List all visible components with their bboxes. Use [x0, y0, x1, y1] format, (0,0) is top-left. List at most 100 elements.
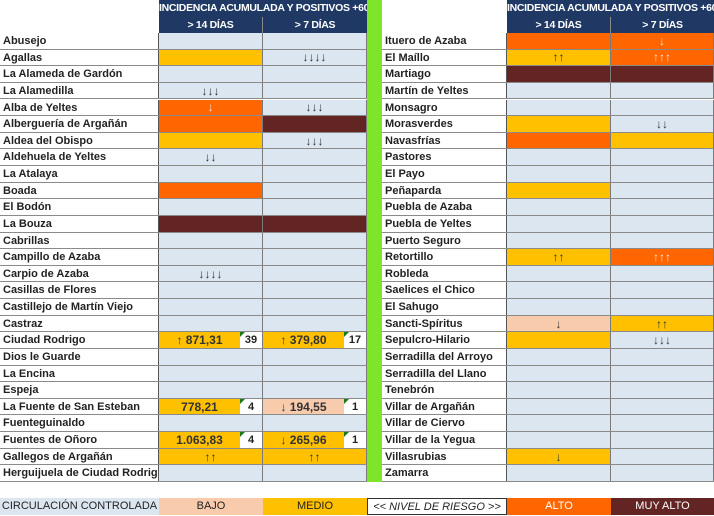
cell-14-days: [507, 82, 611, 99]
table-row: Monsagro: [382, 99, 714, 117]
legend-low: BAJO: [159, 498, 263, 515]
cell-14-days: [507, 265, 611, 282]
municipality-name: Villar de la Yegua: [382, 432, 507, 448]
table-row: El Maíllo ↑↑ ↑↑↑: [382, 49, 714, 67]
cell-value: ↓ 265,96: [280, 432, 327, 447]
municipality-name: Alberguería de Argañán: [0, 116, 159, 132]
cell-7-days: [263, 149, 367, 165]
cell-7-days: [611, 182, 714, 199]
table-row: Puerto Seguro: [382, 232, 714, 250]
cell-7-days: [263, 199, 367, 215]
cell-7-days: [263, 282, 367, 299]
cell-value: ↓: [207, 100, 214, 115]
cell-14-days: [507, 116, 611, 132]
table-row: Casillas de Flores: [0, 282, 367, 300]
cell-14-days: ↑↑: [159, 448, 263, 465]
cell-7-days: [263, 348, 367, 365]
cell-7-days: [263, 249, 367, 265]
municipality-name: Zamarra: [382, 465, 507, 481]
table-row: Aldea del Obispo ↓↓↓: [0, 132, 367, 150]
cell-7-days: [263, 299, 367, 315]
municipality-name: Boada: [0, 182, 159, 199]
municipality-name: El Payo: [382, 166, 507, 182]
municipality-name: El Sahugo: [382, 299, 507, 315]
municipality-name: La Bouza: [0, 215, 159, 232]
positive-count: 17: [344, 332, 366, 348]
cell-7-days: ↓ 194,55 1: [263, 398, 367, 415]
municipality-name: Dios le Guarde: [0, 348, 159, 365]
municipality-name: Agallas: [0, 49, 159, 66]
municipality-name: Puebla de Azaba: [382, 199, 507, 215]
cell-14-days: [507, 215, 611, 232]
municipality-name: La Fuente de San Esteban: [0, 398, 159, 415]
cell-value: ↓↓↓: [305, 100, 324, 115]
header-col2-left: > 7 DÍAS: [263, 17, 367, 33]
table-row: La Fuente de San Esteban 778,21 4 ↓ 194,55 1: [0, 398, 367, 416]
municipality-name: Tenebrón: [382, 382, 507, 398]
municipality-name: Peñaparda: [382, 182, 507, 199]
cell-14-days: [159, 232, 263, 249]
table-row: La Bouza: [0, 215, 367, 233]
positive-count: 39: [240, 332, 262, 348]
municipality-name: Ituero de Azaba: [382, 33, 507, 49]
table-row: El Sahugo: [382, 299, 714, 316]
table-row: La Encina: [0, 365, 367, 383]
table-row: Castillejo de Martín Viejo: [0, 299, 367, 316]
table-row: Villar de Argañán: [382, 398, 714, 416]
cell-14-days: ↑↑: [507, 249, 611, 265]
cell-14-days: [507, 382, 611, 398]
table-row: Puebla de Yeltes: [382, 215, 714, 233]
cell-14-days: [507, 232, 611, 249]
cell-14-days: [159, 465, 263, 481]
municipality-name: Castillejo de Martín Viejo: [0, 299, 159, 315]
table-row: Serradilla del Llano: [382, 365, 714, 383]
cell-7-days: ↓↓↓: [263, 132, 367, 149]
cell-7-days: [611, 432, 714, 448]
table-row: La Alamedilla ↓↓↓: [0, 82, 367, 100]
municipality-name: Navasfrías: [382, 132, 507, 149]
cell-7-days: [263, 182, 367, 199]
table-row: Peñaparda: [382, 182, 714, 200]
cell-value: ↓ 194,55: [280, 399, 327, 414]
cell-7-days: [611, 166, 714, 182]
table-row: Sancti-Spíritus ↓ ↑↑: [382, 315, 714, 333]
cell-value: ↓↓↓: [201, 83, 220, 98]
cell-14-days: [507, 33, 611, 49]
table-row: Villar de Ciervo: [382, 415, 714, 433]
cell-14-days: [159, 282, 263, 299]
table-row: Robleda: [382, 265, 714, 283]
cell-value: ↓: [555, 449, 562, 464]
municipality-name: Abusejo: [0, 33, 159, 49]
cell-value: ↑↑: [656, 316, 668, 331]
municipality-name: Puebla de Yeltes: [382, 215, 507, 232]
cell-value: ↑↑↑: [653, 249, 671, 264]
table-row: Campillo de Azaba: [0, 249, 367, 266]
municipality-name: Fuentes de Oñoro: [0, 432, 159, 448]
cell-7-days: [263, 382, 367, 398]
municipality-name: Saelices el Chico: [382, 282, 507, 299]
table-row: Aldehuela de Yeltes ↓↓: [0, 149, 367, 166]
cell-value: 1.063,83: [176, 432, 223, 447]
cell-7-days: ↑↑: [263, 448, 367, 465]
municipality-name: Ciudad Rodrigo: [0, 332, 159, 348]
cell-value: ↑ 871,31: [176, 333, 223, 348]
cell-14-days: [507, 465, 611, 481]
cell-14-days: [507, 66, 611, 82]
cell-14-days: ↑↑: [507, 49, 611, 66]
cell-14-days: [159, 315, 263, 332]
cell-14-days: ↓↓: [159, 149, 263, 165]
municipality-name: Fuenteguinaldo: [0, 415, 159, 432]
cell-7-days: [611, 365, 714, 382]
municipality-name: Casillas de Flores: [0, 282, 159, 299]
cell-7-days: ↓↓: [611, 116, 714, 132]
cell-14-days: [507, 282, 611, 299]
cell-14-days: [159, 382, 263, 398]
cell-7-days: [611, 199, 714, 215]
separator: [367, 0, 382, 482]
municipality-name: Castraz: [0, 315, 159, 332]
cell-7-days: [263, 265, 367, 282]
cell-7-days: [611, 299, 714, 315]
cell-value: ↓↓↓: [653, 333, 671, 348]
municipality-name: Villar de Ciervo: [382, 415, 507, 432]
municipality-name: Sepulcro-Hilario: [382, 332, 507, 348]
